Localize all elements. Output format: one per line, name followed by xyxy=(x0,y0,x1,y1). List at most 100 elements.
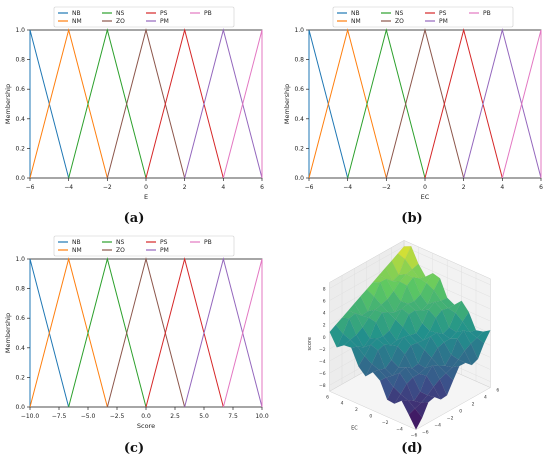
caption-a: (a) xyxy=(124,211,145,226)
x-tick-label: −10.0 xyxy=(21,413,40,420)
y-tick-label: 1.0 xyxy=(294,27,304,34)
z-tick-label: 2 xyxy=(323,323,326,329)
x-axis-label: Score xyxy=(137,422,155,430)
series-pb-line xyxy=(222,29,263,179)
y-tick-label: 0.4 xyxy=(15,116,25,123)
y-tick-label: 0.8 xyxy=(294,57,304,64)
x-axis-label: EC xyxy=(421,193,430,201)
ec-tick-label: 2 xyxy=(355,407,358,413)
plot-frame xyxy=(308,29,542,179)
y-tick-label: 0.4 xyxy=(294,116,304,123)
x-tick-label: 6 xyxy=(260,184,264,191)
legend-label-zo: ZO xyxy=(395,18,404,25)
x-tick-label: −2 xyxy=(382,184,391,191)
ec-tick-label: 4 xyxy=(341,401,344,407)
ec-tick-label: −2 xyxy=(382,420,389,426)
y-tick-label: 0.2 xyxy=(15,374,25,381)
series-pb-line xyxy=(501,29,542,179)
legend-label-pb: PB xyxy=(483,10,491,17)
y-tick-label: 0.4 xyxy=(15,345,25,352)
caption-c: (c) xyxy=(124,441,144,456)
legend-label-pm: PM xyxy=(160,18,169,25)
caption-b: (b) xyxy=(401,211,422,226)
series-pm-line xyxy=(463,28,542,179)
x-tick-label: 0 xyxy=(144,184,148,191)
legend-label-zo: ZO xyxy=(116,247,125,254)
panel-a: −6 −4 −2 0 2 4 6 0.0 0.2 0.4 0.6 0.8 1.0 E Membership N… xyxy=(4,6,264,201)
series-pb-line xyxy=(222,258,263,408)
series-ps-line xyxy=(424,28,503,179)
x-tick-label: 2 xyxy=(183,184,187,191)
series-nm-line xyxy=(29,28,108,179)
panel-d-surface: −8 −6 −4 −2 0 2 4 6 8 6 4 2 0 −2 −4 −6 −6 −4 −2 0 2 4 6 EC score xyxy=(307,239,499,439)
x-tick-label: 4 xyxy=(221,184,225,191)
series-ps-line xyxy=(145,28,224,179)
series-zo-line xyxy=(385,28,465,179)
y-tick-label: 0.0 xyxy=(294,175,304,182)
x-axis-label: E xyxy=(144,193,148,201)
legend-label-ps: PS xyxy=(439,10,447,17)
y-axis-label: Membership xyxy=(4,313,12,353)
legend-box xyxy=(53,6,235,28)
e-tick-label: 6 xyxy=(496,388,499,394)
e-tick-label: −2 xyxy=(447,416,454,422)
x-tick-label: −2.5 xyxy=(110,413,125,420)
legend-label-zo: ZO xyxy=(116,18,125,25)
z-tick-label: −2 xyxy=(319,347,326,353)
x-tick-label: −4 xyxy=(64,184,73,191)
e-tick-label: 4 xyxy=(484,395,487,401)
legend-label-pm: PM xyxy=(160,247,169,254)
y-tick-label: 0.0 xyxy=(15,404,25,411)
y-tick-label: 1.0 xyxy=(15,27,25,34)
z-tick-label: −4 xyxy=(319,359,326,365)
series-ns-line xyxy=(68,28,147,179)
legend-label-pb: PB xyxy=(204,239,212,246)
series-ps-line xyxy=(145,257,224,408)
z-tick-label: −8 xyxy=(319,383,326,389)
score-axis-label: score xyxy=(307,337,313,350)
legend-label-pm: PM xyxy=(439,18,448,25)
e-tick-label: −4 xyxy=(434,423,441,429)
surface xyxy=(329,245,491,430)
y-tick-label: 0.6 xyxy=(15,315,25,322)
y-tick-label: 0.0 xyxy=(15,175,25,182)
z-tick-label: 8 xyxy=(323,286,326,292)
legend-label-nm: NM xyxy=(72,18,82,25)
x-tick-label: −5.0 xyxy=(81,413,96,420)
series-pm-line xyxy=(184,257,263,408)
x-tick-label: −2 xyxy=(103,184,112,191)
grid-line xyxy=(403,246,491,285)
ec-tick-label: −4 xyxy=(396,426,403,432)
y-tick-label: 0.8 xyxy=(15,286,25,293)
y-tick-label: 0.6 xyxy=(15,86,25,93)
plot-frame xyxy=(29,29,263,179)
x-tick-label: 10.0 xyxy=(255,413,269,420)
legend-label-nm: NM xyxy=(72,247,82,254)
z-tick-label: 4 xyxy=(323,311,326,317)
legend-label-pb: PB xyxy=(204,10,212,17)
series-ns-line xyxy=(347,28,426,179)
caption-d: (d) xyxy=(401,441,422,456)
z-tick-label: −6 xyxy=(319,371,326,377)
series-zo-line xyxy=(106,28,186,179)
grid-line xyxy=(329,246,405,289)
legend-box xyxy=(332,6,514,28)
series-ns-line xyxy=(68,257,147,408)
legend-box xyxy=(53,235,235,257)
z-tick-label: 0 xyxy=(323,335,326,341)
series-zo-line xyxy=(106,257,186,408)
legend-label-ps: PS xyxy=(160,239,168,246)
x-tick-label: 2 xyxy=(462,184,466,191)
x-tick-label: 0.0 xyxy=(141,413,151,420)
legend-label-ps: PS xyxy=(160,10,168,17)
panel-b: −6 −4 −2 0 2 4 6 0.0 0.2 0.4 0.6 0.8 1.0 EC Membership… xyxy=(283,6,543,201)
legend-label-nb: NB xyxy=(351,10,360,17)
x-tick-label: 5.0 xyxy=(199,413,209,420)
e-tick-label: 2 xyxy=(472,402,475,408)
plot-frame xyxy=(29,258,263,408)
series-pm-line xyxy=(184,28,263,179)
e-tick-label: 0 xyxy=(459,409,462,415)
